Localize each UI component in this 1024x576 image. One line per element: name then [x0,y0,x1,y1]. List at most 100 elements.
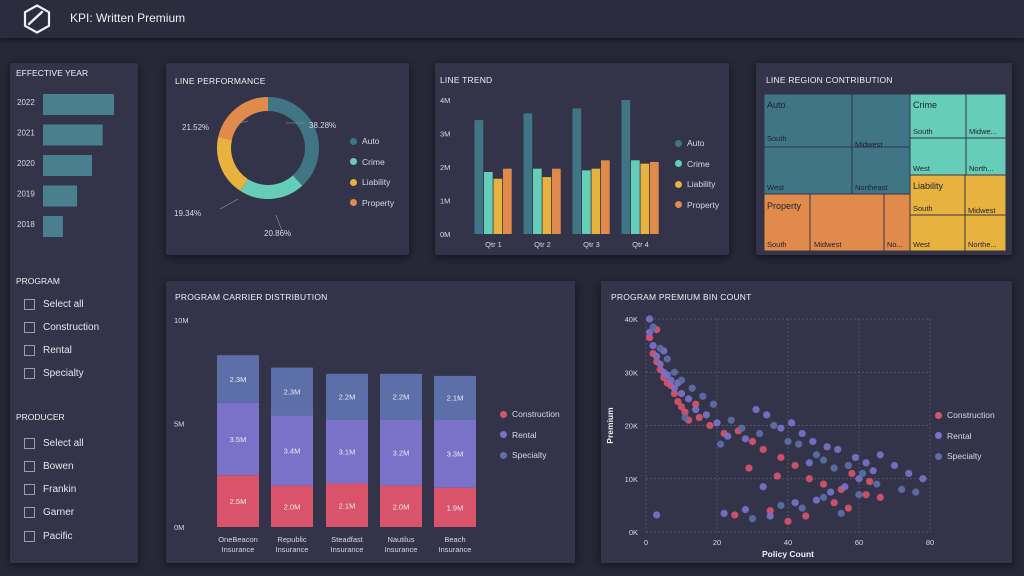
trend-bar-crime[interactable] [631,160,640,234]
carrier-legend-item-specialty[interactable]: Specialty [500,445,560,466]
premium-bin-legend-item-specialty[interactable]: Specialty [935,446,995,467]
checkbox-icon[interactable] [24,530,35,542]
scatter-point-rental[interactable] [876,451,884,459]
scatter-point-specialty[interactable] [709,400,718,408]
carrier-bar-rental[interactable] [271,415,313,486]
trend-bar-property[interactable] [601,160,610,234]
trend-bar-crime[interactable] [582,170,591,234]
line-trend-legend-item-property[interactable]: Property [675,195,719,216]
scatter-point-construction[interactable] [674,397,682,406]
year-bar-2021[interactable] [43,124,103,146]
trend-bar-crime[interactable] [484,172,493,234]
carrier-distribution-legend[interactable]: Construction Rental Specialty [500,404,560,466]
scatter-point-specialty[interactable] [716,440,725,448]
scatter-point-construction[interactable] [759,445,767,454]
scatter-point-rental[interactable] [741,506,749,514]
scatter-point-rental[interactable] [812,496,820,504]
treemap-cell-crime-midwest[interactable] [965,93,1007,139]
trend-bar-liability[interactable] [493,178,503,234]
scatter-point-construction[interactable] [777,453,785,462]
treemap-cell-liability-midwest[interactable] [964,174,1007,216]
year-bar-2018[interactable] [43,216,63,237]
trend-bar-property[interactable] [650,161,659,234]
scatter-point-specialty[interactable] [819,493,828,501]
line-performance-legend-item-property[interactable]: Property [350,193,394,214]
scatter-point-rental[interactable] [653,511,661,519]
line-trend-legend-item-liability[interactable]: Liability [675,174,719,195]
scatter-point-specialty[interactable] [837,509,845,517]
treemap-cell-property-south[interactable] [763,193,811,252]
scatter-point-rental[interactable] [777,424,785,432]
line-trend-legend[interactable]: Auto Crime Liability Property [675,133,719,215]
scatter-point-specialty[interactable] [677,376,686,384]
scatter-point-construction[interactable] [784,517,792,525]
scatter-point-rental[interactable] [787,419,796,427]
scatter-point-rental[interactable] [805,459,813,467]
scatter-point-rental[interactable] [692,405,700,414]
checkbox-icon[interactable] [24,507,35,519]
trend-bar-auto[interactable] [572,108,582,234]
scatter-point-construction[interactable] [819,480,828,488]
program-option-select-all[interactable]: Select all [24,297,84,311]
scatter-point-rental[interactable] [720,509,728,517]
carrier-bar-rental[interactable] [217,402,259,476]
scatter-point-rental[interactable] [670,384,678,392]
treemap-cell-auto-midwest[interactable] [851,93,911,148]
premium-bin-legend-item-rental[interactable]: Rental [935,426,995,447]
scatter-point-rental[interactable] [653,352,661,360]
scatter-point-specialty[interactable] [681,413,689,422]
scatter-point-specialty[interactable] [844,461,852,470]
scatter-point-specialty[interactable] [756,429,764,438]
scatter-point-rental[interactable] [791,499,799,507]
scatter-point-construction[interactable] [692,400,700,408]
treemap-cell-crime-south[interactable] [909,93,967,139]
scatter-point-construction[interactable] [848,469,856,478]
scatter-point-specialty[interactable] [873,480,881,488]
effective-year-slicer[interactable]: 2022 2021 2020 2019 2018 [10,63,138,243]
scatter-point-specialty[interactable] [649,323,657,331]
scatter-point-specialty[interactable] [770,421,778,430]
scatter-point-rental[interactable] [869,467,877,475]
scatter-point-specialty[interactable] [855,491,863,499]
scatter-point-specialty[interactable] [819,456,828,464]
scatter-point-construction[interactable] [791,461,799,470]
scatter-point-rental[interactable] [741,435,749,443]
scatter-point-rental[interactable] [663,371,671,379]
scatter-point-rental[interactable] [798,429,806,438]
scatter-point-rental[interactable] [677,389,686,398]
scatter-point-specialty[interactable] [748,515,757,523]
producer-option-bowen[interactable]: Bowen [24,459,74,473]
year-bar-2022[interactable] [43,94,114,115]
scatter-point-rental[interactable] [809,437,817,446]
checkbox-icon[interactable] [24,298,35,310]
scatter-point-construction[interactable] [645,334,654,342]
scatter-point-rental[interactable] [890,461,899,470]
producer-option-pacific[interactable]: Pacific [24,529,72,543]
scatter-point-specialty[interactable] [912,488,920,496]
treemap-cell-liability-west[interactable] [909,214,966,252]
premium-bin-scatter[interactable]: 0 20 40 60 80 0K 10K 20K 30K 40K Policy Count Premi… [601,281,1012,563]
scatter-point-specialty[interactable] [830,464,838,472]
line-performance-legend-item-crime[interactable]: Crime [350,152,394,173]
trend-bar-auto[interactable] [474,120,484,234]
scatter-point-rental[interactable] [724,432,732,440]
year-bar-2019[interactable] [43,185,78,207]
trend-bar-auto[interactable] [523,113,533,234]
scatter-point-specialty[interactable] [663,355,671,363]
carrier-bar-rental[interactable] [434,419,476,488]
scatter-point-rental[interactable] [649,342,657,350]
scatter-point-construction[interactable] [766,507,774,515]
trend-bar-crime[interactable] [533,168,542,234]
scatter-point-construction[interactable] [670,389,678,398]
program-option-rental[interactable]: Rental [24,344,72,358]
scatter-point-rental[interactable] [823,443,831,451]
scatter-point-specialty[interactable] [670,368,678,376]
carrier-bar-specialty[interactable] [380,373,422,420]
treemap-cell-auto-south[interactable] [763,93,853,148]
scatter-point-rental[interactable] [855,475,863,483]
carrier-bar-rental[interactable] [326,419,368,484]
line-performance-legend[interactable]: Auto Crime Liability Property [350,131,394,213]
carrier-bar-construction[interactable] [434,487,476,527]
scatter-point-specialty[interactable] [798,504,806,512]
treemap-cell-crime-west[interactable] [909,137,967,176]
